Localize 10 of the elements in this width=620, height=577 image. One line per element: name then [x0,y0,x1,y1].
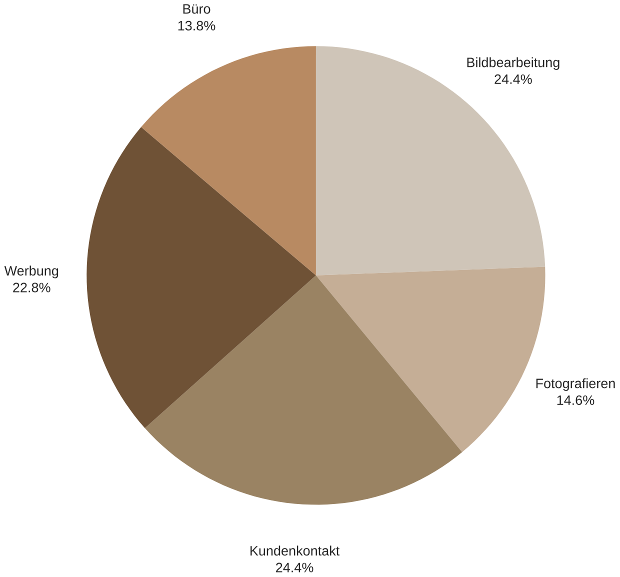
data-label: 24.4% [276,562,314,572]
data-label: 22.8% [13,282,50,293]
data-label: 14.6% [557,396,594,406]
data-label: 13.8% [178,21,216,31]
slice-label: Bildbearbeitung [467,57,560,70]
slice-label: Fotografieren [536,378,615,392]
slice-label: Werbung [4,266,58,278]
slice-label: Kundenkontakt [250,546,340,556]
slice-label: Büro [183,4,210,14]
data-label: 24.4% [494,74,532,84]
